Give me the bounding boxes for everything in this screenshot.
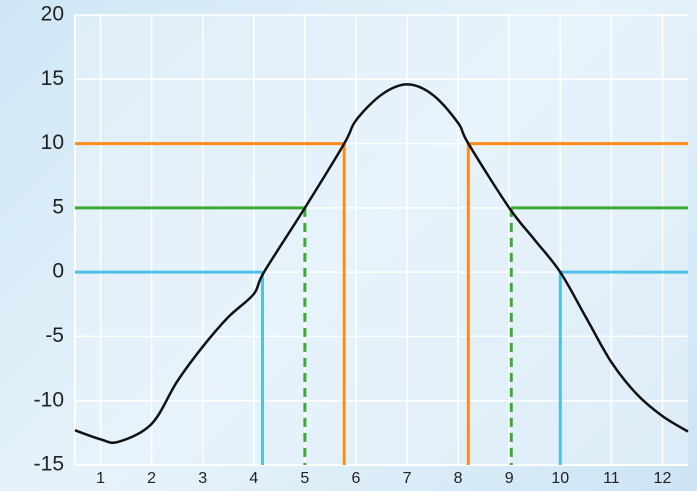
x-tick-label: 12 (654, 470, 672, 487)
x-tick-label: 11 (603, 470, 620, 487)
x-tick-label: 1 (96, 470, 105, 487)
y-tick-label: 5 (52, 195, 64, 218)
x-tick-label: 10 (551, 470, 569, 487)
x-tick-label: 2 (147, 470, 156, 487)
x-tick-label: 4 (249, 470, 258, 487)
y-tick-label: -10 (34, 388, 64, 411)
x-tick-label: 9 (505, 470, 514, 487)
y-tick-label: 0 (52, 260, 64, 283)
x-tick-label: 8 (454, 470, 463, 487)
x-tick-label: 5 (300, 470, 309, 487)
x-tick-label: 7 (403, 470, 412, 487)
y-tick-label: -5 (45, 324, 64, 347)
plot-area (75, 15, 688, 465)
curve (74, 83, 689, 445)
y-tick-label: 15 (41, 67, 64, 90)
x-tick-label: 6 (352, 470, 361, 487)
y-tick-label: 10 (41, 131, 64, 154)
y-tick-label: -15 (34, 453, 64, 476)
y-tick-label: 20 (41, 3, 64, 26)
x-tick-label: 3 (198, 470, 207, 487)
